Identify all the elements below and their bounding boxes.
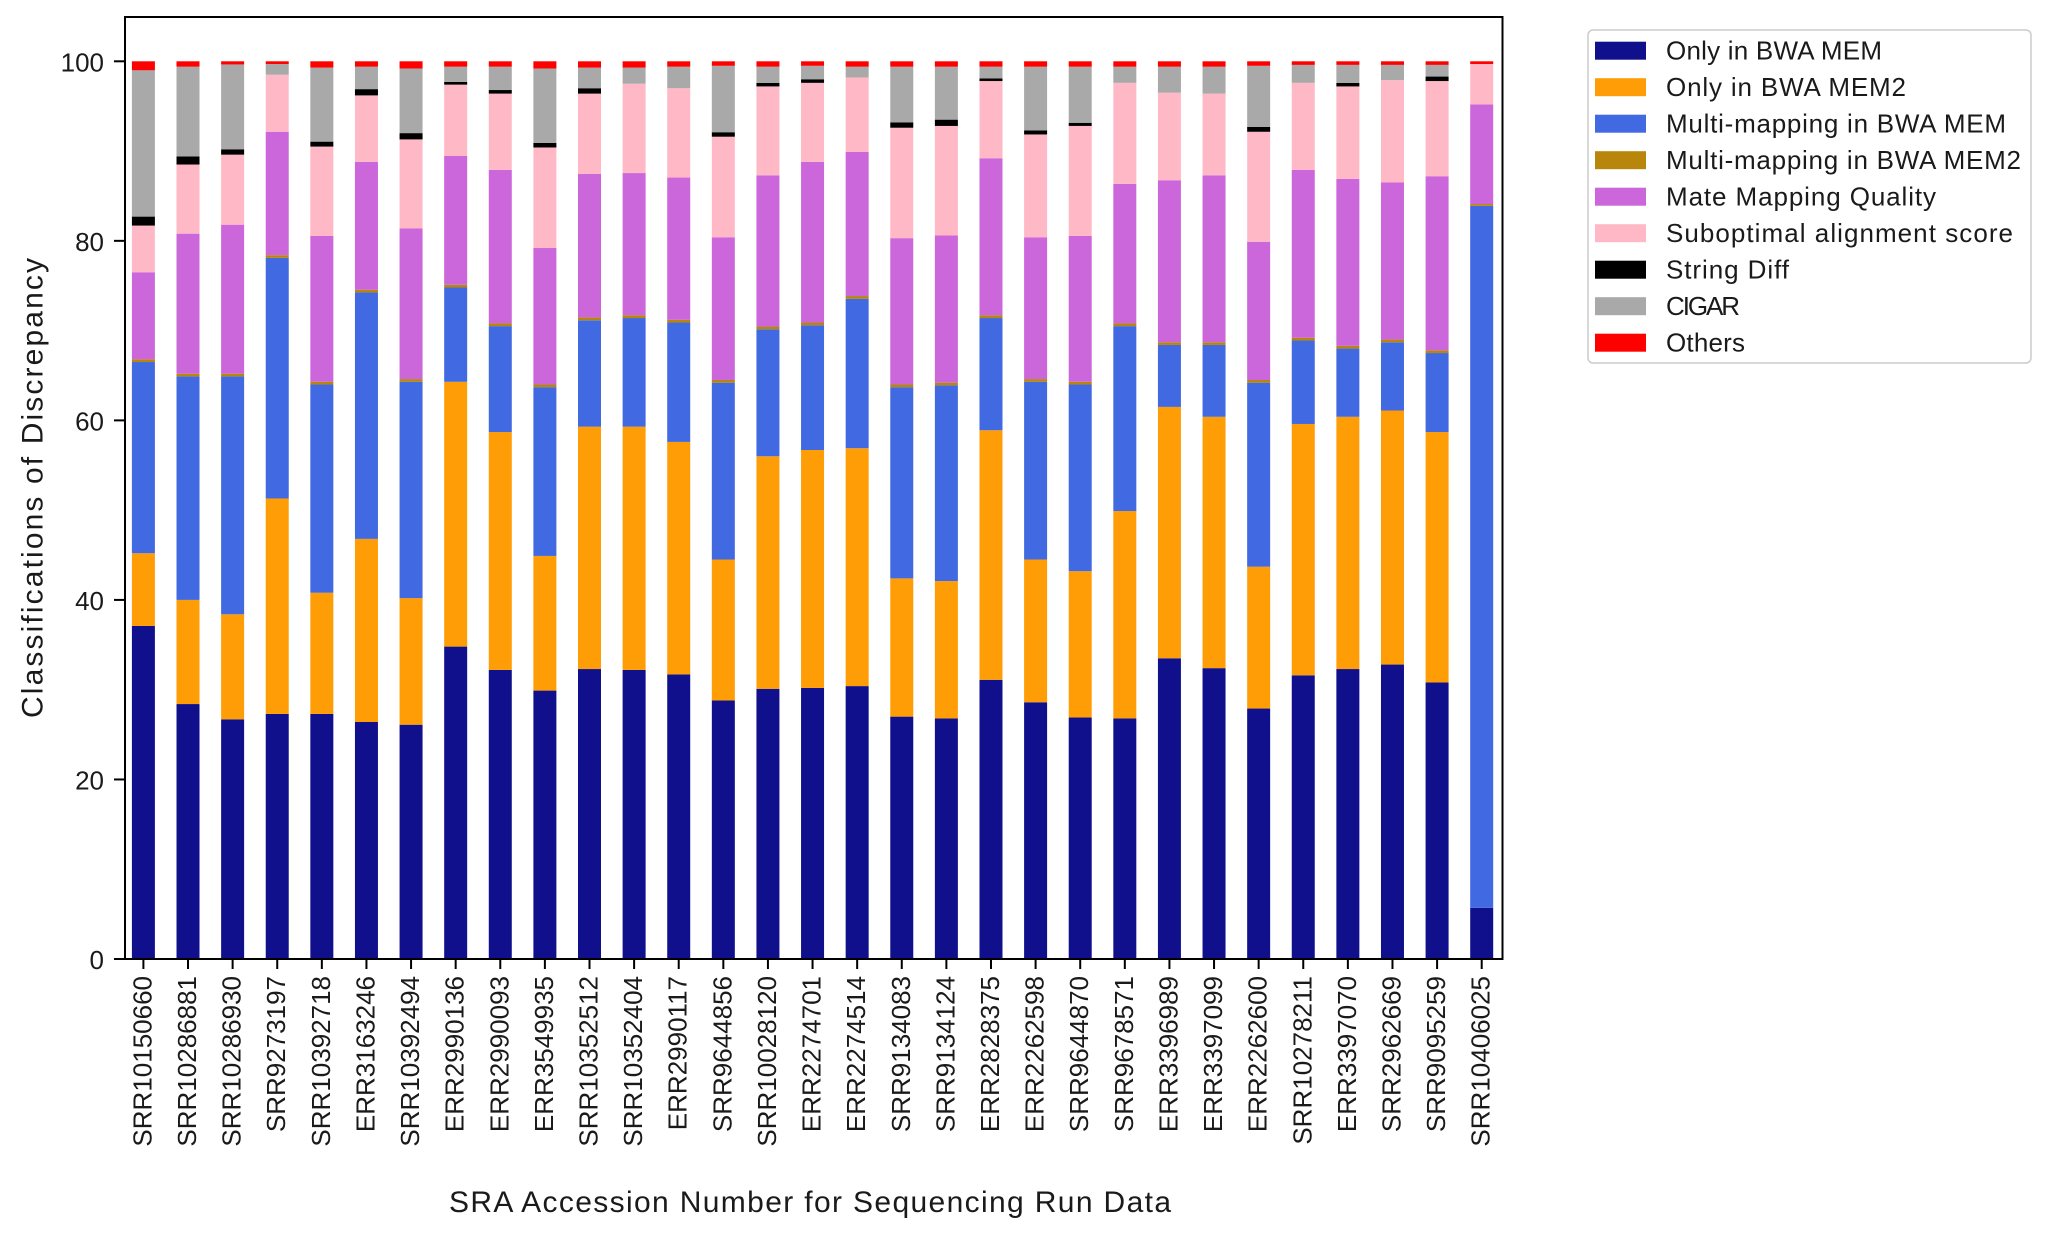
svg-text:ERR2274701: ERR2274701 [797,976,827,1132]
svg-text:SRR10406025: SRR10406025 [1466,976,1496,1147]
svg-text:SRA Accession Number for Seque: SRA Accession Number for Sequencing Run … [449,1186,1171,1219]
svg-text:ERR3163246: ERR3163246 [350,976,380,1132]
svg-text:SRR10392718: SRR10392718 [306,976,336,1147]
svg-text:ERR2262600: ERR2262600 [1243,976,1273,1132]
svg-text:Only in BWA MEM: Only in BWA MEM [1666,36,1882,66]
svg-text:ERR2990136: ERR2990136 [440,976,470,1132]
svg-text:100: 100 [61,47,104,77]
svg-text:CIGAR: CIGAR [1666,291,1740,321]
svg-text:Classifications of Discrepancy: Classifications of Discrepancy [17,258,50,718]
svg-text:ERR3396989: ERR3396989 [1153,976,1183,1132]
svg-text:ERR3397070: ERR3397070 [1332,976,1362,1132]
svg-text:Mate Mapping Quality: Mate Mapping Quality [1666,182,1936,212]
svg-text:SRR10286930: SRR10286930 [217,976,247,1147]
svg-text:ERR2274514: ERR2274514 [841,976,871,1132]
svg-text:40: 40 [75,586,104,616]
svg-text:20: 20 [75,765,104,795]
svg-text:SRR10352512: SRR10352512 [574,976,604,1147]
svg-text:0: 0 [90,945,104,975]
svg-text:SRR9644870: SRR9644870 [1064,976,1094,1132]
svg-text:SRR2962669: SRR2962669 [1376,976,1406,1132]
svg-text:ERR3549935: ERR3549935 [529,976,559,1132]
svg-text:SRR9273197: SRR9273197 [261,976,291,1132]
svg-text:SRR9134083: SRR9134083 [886,976,916,1132]
svg-text:ERR2990117: ERR2990117 [663,976,693,1130]
svg-text:ERR3397099: ERR3397099 [1198,976,1228,1132]
svg-text:SRR10028120: SRR10028120 [752,976,782,1147]
svg-text:Multi-mapping in BWA MEM: Multi-mapping in BWA MEM [1666,109,2006,139]
svg-text:SRR10150660: SRR10150660 [127,976,157,1147]
svg-text:ERR2828375: ERR2828375 [975,976,1005,1132]
svg-text:SRR9678571: SRR9678571 [1109,976,1139,1132]
svg-text:60: 60 [75,406,104,436]
svg-text:SRR9644856: SRR9644856 [707,976,737,1132]
svg-text:ERR2990093: ERR2990093 [484,976,514,1132]
svg-text:Others: Others [1666,328,1745,358]
svg-text:Multi-mapping in BWA MEM2: Multi-mapping in BWA MEM2 [1666,145,2021,175]
svg-text:SRR10392494: SRR10392494 [395,976,425,1147]
svg-text:SRR9134124: SRR9134124 [930,976,960,1132]
svg-text:Suboptimal alignment score: Suboptimal alignment score [1666,218,2013,248]
svg-text:String Diff: String Diff [1666,255,1790,285]
svg-text:SRR10278211: SRR10278211 [1287,976,1317,1145]
svg-text:80: 80 [75,227,104,257]
svg-text:Only in BWA MEM2: Only in BWA MEM2 [1666,72,1906,102]
svg-text:ERR2262598: ERR2262598 [1020,976,1050,1132]
svg-text:SRR9095259: SRR9095259 [1421,976,1451,1132]
svg-text:SRR10352404: SRR10352404 [618,976,648,1147]
svg-text:SRR10286881: SRR10286881 [172,976,202,1147]
